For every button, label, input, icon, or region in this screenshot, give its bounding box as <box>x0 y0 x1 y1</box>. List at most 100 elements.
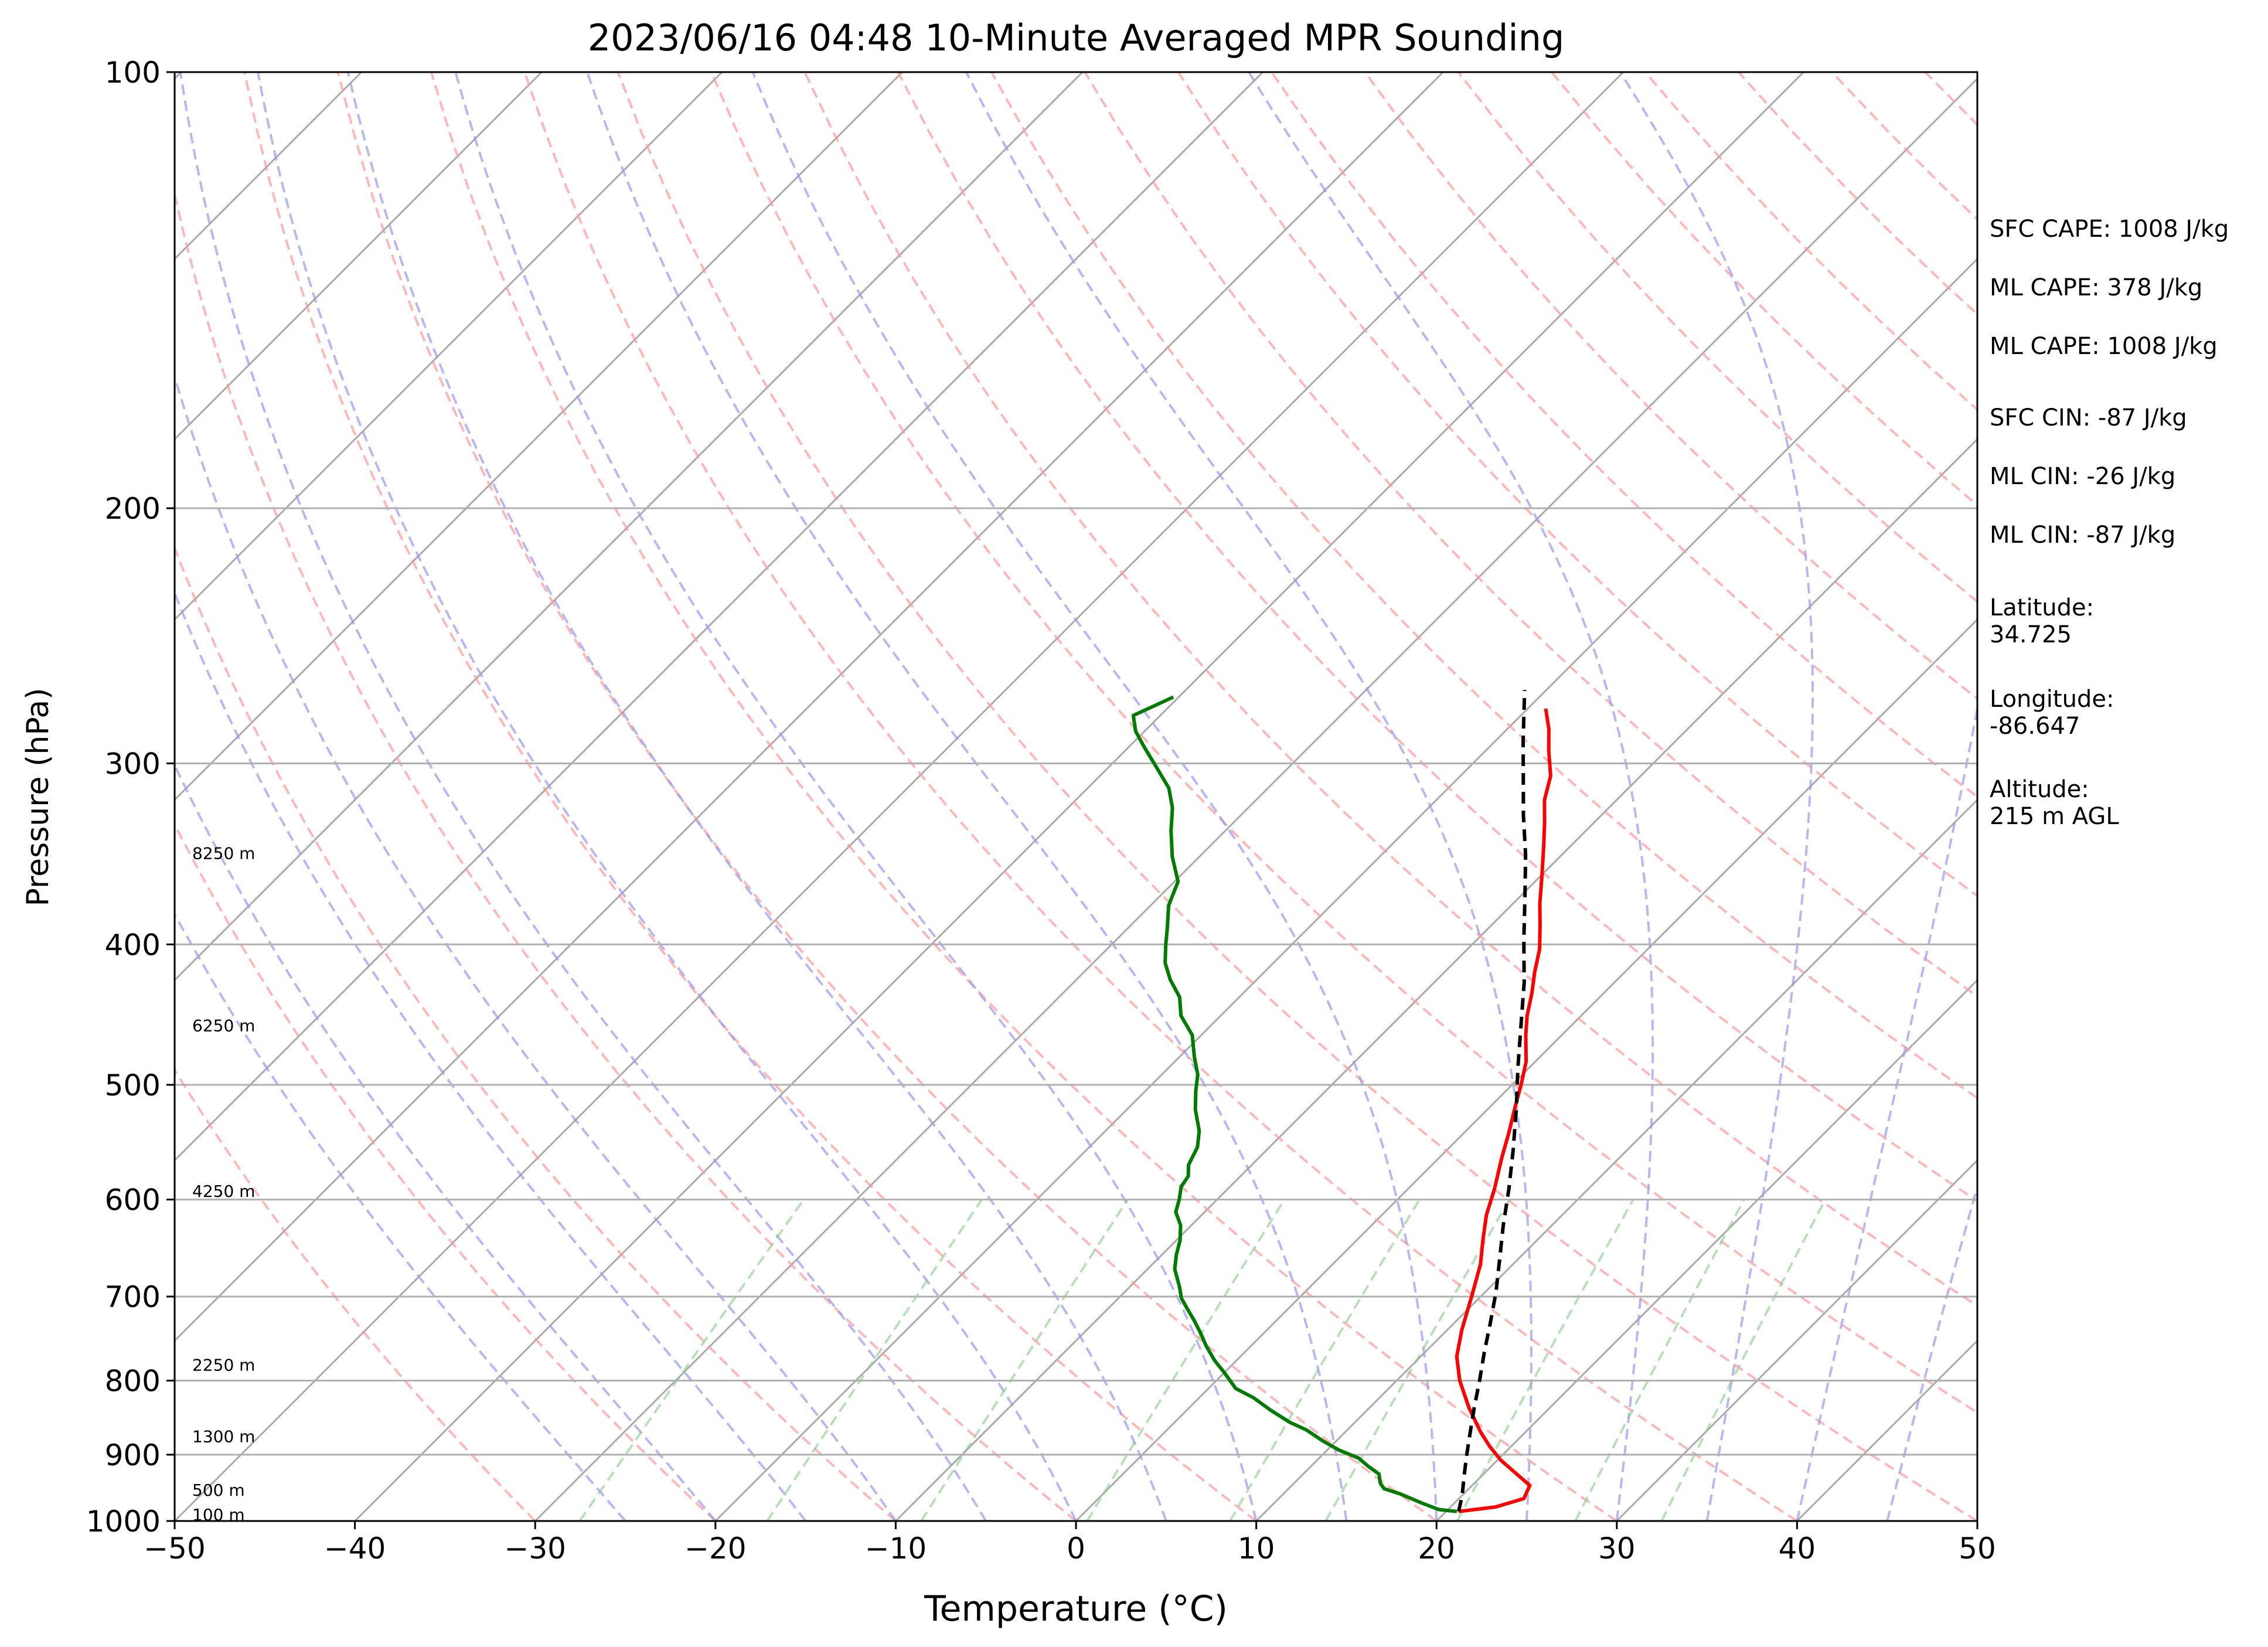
height-labels: 8250 m 6250 m 4250 m 2250 m 1300 m 500 m 100 m <box>192 844 255 1525</box>
mixing-ratio-line <box>1574 1199 1745 1521</box>
moist-adiabat-line <box>1886 1182 1977 1521</box>
background-lines <box>0 72 1977 1521</box>
isotherm-line <box>1616 1159 1977 1521</box>
isotherm-line <box>0 72 1 1521</box>
moist-adiabat-line <box>1248 72 1654 1521</box>
moist-adiabat-line <box>346 72 1167 1521</box>
moist-adiabat-line <box>257 72 1077 1521</box>
mixing-ratio-line <box>1324 1199 1511 1521</box>
location-value: 34.725 <box>1990 621 2072 648</box>
location-label: Longitude: <box>1990 686 2114 713</box>
y-tick-label: 600 <box>105 1183 161 1217</box>
isotherm-line <box>175 72 1444 1342</box>
y-tick-label: 800 <box>105 1364 161 1398</box>
isotherm-line <box>175 72 543 441</box>
dry-adiabat-line <box>430 72 1617 1521</box>
dry-adiabat-line <box>1084 72 1977 998</box>
dry-adiabat-line <box>803 72 1977 1308</box>
dry-adiabat-line <box>523 72 1798 1521</box>
x-tick-label: 50 <box>1959 1532 1996 1566</box>
isotherm-line <box>175 72 1264 1162</box>
moist-adiabat-line <box>965 72 1533 1521</box>
isotherm-line <box>714 257 1977 1521</box>
moist-adiabat-line <box>1619 72 1814 1521</box>
dry-adiabat-line <box>1177 72 1977 898</box>
x-axis-label: Temperature (°C) <box>924 1588 1228 1629</box>
moist-adiabat-line <box>175 911 626 1521</box>
isotherm-line <box>175 72 1084 982</box>
isotherm-line <box>175 72 723 621</box>
height-label: 500 m <box>192 1481 245 1500</box>
mixing-ratio-line <box>578 1199 805 1521</box>
moist-adiabat-line <box>175 763 717 1521</box>
y-tick-label: 300 <box>105 747 161 781</box>
moist-adiabat-line <box>751 72 1438 1521</box>
parameters-panel: SFC CAPE: 1008 J/kg ML CAPE: 378 J/kg ML C… <box>1990 216 2229 830</box>
x-tick-label: −10 <box>865 1532 927 1566</box>
y-axis-label: Pressure (hPa) <box>21 688 56 907</box>
isotherm-line <box>354 72 1804 1521</box>
x-tick-label: 30 <box>1598 1532 1636 1566</box>
x-tick-label: 20 <box>1418 1532 1455 1566</box>
y-axis: 100 200 300 400 500 600 700 800 900 1000 <box>86 56 175 1539</box>
parameter-text: ML CAPE: 1008 J/kg <box>1990 333 2218 360</box>
isotherm-line <box>1436 979 1977 1521</box>
x-tick-label: −50 <box>144 1532 206 1566</box>
series-line-2 <box>1457 690 1528 1512</box>
height-label: 4250 m <box>192 1182 255 1201</box>
series-line-0 <box>1455 708 1552 1513</box>
y-tick-label: 100 <box>105 56 161 90</box>
height-label: 2250 m <box>192 1355 255 1374</box>
location-value: 215 m AGL <box>1990 803 2119 830</box>
plot-frame <box>173 71 1978 1522</box>
dry-adiabat-line <box>897 72 1977 1203</box>
location-value: -86.647 <box>1990 713 2080 740</box>
mixing-ratio-line <box>1456 1199 1634 1521</box>
moist-adiabat-line <box>586 72 1348 1521</box>
isotherm-line <box>534 77 1977 1521</box>
moist-adiabat-line <box>175 372 897 1521</box>
y-tick-label: 500 <box>105 1068 161 1102</box>
y-tick-label: 400 <box>105 928 161 962</box>
dry-adiabat-line <box>175 1068 536 1521</box>
parameter-text: ML CIN: -26 J/kg <box>1990 463 2175 490</box>
mixing-ratio-line <box>1660 1199 1827 1521</box>
height-label: 6250 m <box>192 1016 255 1036</box>
moist-adiabat-line <box>175 590 807 1521</box>
location-label: Altitude: <box>1990 776 2089 803</box>
x-tick-label: 0 <box>1067 1532 1085 1566</box>
x-tick-label: −20 <box>685 1532 747 1566</box>
x-tick-label: −40 <box>324 1532 386 1566</box>
dry-adiabat-line <box>1271 72 1977 798</box>
height-label: 1300 m <box>192 1427 255 1446</box>
isotherm-line <box>175 72 1625 1521</box>
mixing-ratio-line <box>920 1199 1129 1521</box>
x-tick-label: 10 <box>1238 1532 1275 1566</box>
isotherm-line <box>175 72 903 801</box>
sounding-series <box>1131 690 1552 1513</box>
x-tick-label: −30 <box>504 1532 566 1566</box>
dry-adiabat-line <box>175 545 897 1521</box>
height-label: 8250 m <box>192 844 255 863</box>
parameter-text: SFC CIN: -87 J/kg <box>1990 404 2187 431</box>
moist-adiabat-line <box>454 72 1258 1521</box>
dry-adiabat-line <box>336 72 1438 1521</box>
mixing-ratio-line <box>766 1199 983 1521</box>
pressure-gridlines <box>175 71 1977 1522</box>
location-label: Latitude: <box>1990 594 2094 621</box>
height-label: 100 m <box>192 1505 245 1525</box>
x-tick-label: 40 <box>1779 1532 1816 1566</box>
mixing-ratio-line <box>1086 1199 1286 1521</box>
dry-adiabat-line <box>990 72 1977 1100</box>
chart-title: 2023/06/16 04:48 10-Minute Averaged MPR … <box>588 16 1565 59</box>
dry-adiabat-line <box>175 189 1077 1521</box>
parameter-text: ML CAPE: 378 J/kg <box>1990 274 2202 301</box>
dry-adiabat-line <box>1364 72 1977 700</box>
series-line-1 <box>1131 695 1457 1513</box>
y-tick-label: 900 <box>105 1438 161 1472</box>
moist-adiabat-line <box>179 72 987 1521</box>
dry-adiabat-line <box>710 72 1977 1414</box>
y-tick-label: 700 <box>105 1280 161 1314</box>
dry-adiabat-line <box>617 72 1977 1521</box>
